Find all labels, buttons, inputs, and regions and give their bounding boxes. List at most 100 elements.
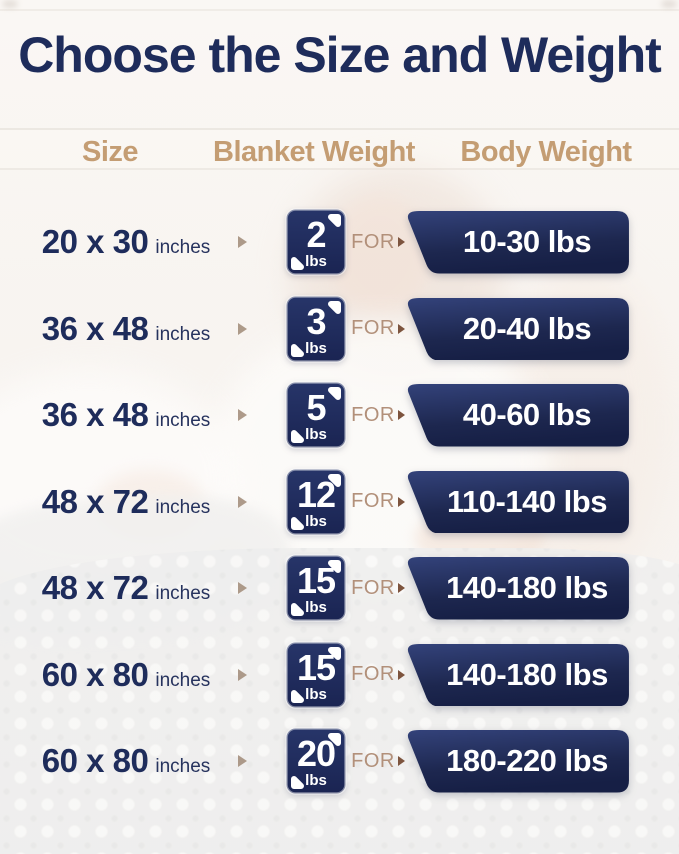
- row-arrow-icon: [237, 582, 247, 595]
- banner-shape: [407, 643, 629, 707]
- corner-fold-bottom-left-icon: [291, 430, 304, 444]
- body-weight-value: 140-180 lbs: [446, 570, 608, 606]
- size-value: 36 x 48: [41, 396, 149, 434]
- size-label: 36 x 48 inches: [40, 310, 212, 348]
- size-unit: inches: [155, 496, 211, 518]
- corner-fold-bottom-left-icon: [291, 776, 304, 790]
- for-label: FOR: [351, 663, 405, 686]
- for-arrow-icon: [397, 669, 405, 680]
- size-row: 48 x 72 inches 15 lbs FOR: [0, 545, 679, 632]
- corner-fold-bottom-left-icon: [291, 343, 304, 357]
- size-label: 48 x 72 inches: [40, 569, 212, 607]
- blanket-weight-badge: 15 lbs: [285, 641, 347, 709]
- row-arrow-icon: [237, 322, 247, 335]
- corner-fold-bottom-left-icon: [291, 516, 304, 530]
- for-label: FOR: [351, 750, 405, 773]
- badge-shape: [285, 381, 347, 449]
- for-label: FOR: [351, 404, 405, 427]
- column-header-body-weight: Body Weight: [460, 136, 632, 168]
- corner-fold-top-right-icon: [328, 387, 341, 401]
- banner-shape: [407, 384, 629, 447]
- blanket-weight-value: 20: [296, 733, 336, 775]
- size-row: 36 x 48 inches 5 lbs FOR: [0, 372, 679, 459]
- body-weight-value: 180-220 lbs: [446, 743, 608, 779]
- for-label: FOR: [351, 231, 405, 254]
- blanket-weight-unit: lbs: [305, 426, 327, 444]
- size-label: 48 x 72 inches: [40, 483, 212, 521]
- corner-fold-top-right-icon: [328, 214, 341, 228]
- for-arrow-icon: [397, 496, 405, 507]
- blanket-weight-unit: lbs: [305, 772, 327, 790]
- corner-fold-top-right-icon: [328, 646, 341, 660]
- body-weight-banner: 140-180 lbs: [405, 557, 629, 620]
- blanket-weight-badge: 20 lbs: [285, 727, 347, 795]
- body-weight-banner: 110-140 lbs: [405, 470, 629, 534]
- blanket-weight-value: 3: [306, 300, 326, 342]
- banner-shape: [407, 730, 629, 793]
- badge-shape: [285, 641, 347, 709]
- body-weight-value: 20-40 lbs: [462, 310, 592, 346]
- body-weight-banner: 10-30 lbs: [405, 211, 629, 274]
- blanket-weight-unit: lbs: [305, 685, 327, 703]
- for-arrow-icon: [397, 410, 405, 421]
- column-header-size: Size: [81, 136, 139, 168]
- blanket-weight-value: 12: [296, 473, 336, 515]
- size-unit: inches: [155, 410, 211, 432]
- for-label: FOR: [351, 490, 405, 513]
- size-row: 36 x 48 inches 3 lbs FOR: [0, 286, 679, 373]
- size-unit: inches: [155, 583, 211, 605]
- body-weight-banner: 20-40 lbs: [405, 297, 629, 361]
- blanket-weight-unit: lbs: [305, 253, 327, 271]
- badge-shape: [285, 208, 347, 276]
- for-label: FOR: [351, 577, 405, 600]
- for-arrow-icon: [397, 237, 405, 248]
- badge-shape: [285, 727, 347, 795]
- row-arrow-icon: [237, 755, 247, 768]
- size-chart-rows: 20 x 30 inches 2 lbs FOR: [0, 199, 679, 805]
- body-weight-banner: 180-220 lbs: [405, 730, 629, 793]
- body-weight-banner: 40-60 lbs: [405, 384, 629, 447]
- banner-shape: [407, 211, 629, 274]
- size-unit: inches: [155, 669, 211, 691]
- body-weight-banner: 140-180 lbs: [405, 643, 629, 707]
- blanket-weight-value: 15: [296, 560, 336, 602]
- banner-shape: [407, 297, 629, 361]
- size-value: 48 x 72: [41, 482, 149, 520]
- size-label: 60 x 80 inches: [40, 742, 212, 780]
- row-arrow-icon: [237, 495, 247, 508]
- blanket-weight-badge: 2 lbs: [285, 208, 347, 276]
- page-title: Choose the Size and Weight: [18, 27, 662, 83]
- banner-shape: [407, 557, 629, 620]
- corner-fold-top-right-icon: [328, 733, 341, 747]
- badge-shape: [285, 468, 347, 536]
- blanket-weight-badge: 15 lbs: [285, 554, 347, 622]
- size-unit: inches: [155, 237, 211, 259]
- for-arrow-icon: [397, 756, 405, 767]
- row-arrow-icon: [237, 409, 247, 422]
- column-headers: Size Blanket Weight Body Weight: [0, 136, 679, 169]
- corner-fold-top-right-icon: [328, 473, 341, 487]
- blanket-weight-badge: 3 lbs: [285, 295, 347, 363]
- body-weight-value: 110-140 lbs: [447, 483, 607, 519]
- blanket-weight-unit: lbs: [305, 599, 327, 617]
- column-header-blanket-weight: Blanket Weight: [213, 136, 415, 168]
- for-arrow-icon: [397, 583, 405, 594]
- size-row: 60 x 80 inches 20 lbs FOR: [0, 718, 679, 805]
- corner-fold-bottom-left-icon: [291, 257, 304, 271]
- size-row: 20 x 30 inches 2 lbs FOR: [0, 199, 679, 286]
- size-unit: inches: [155, 323, 211, 345]
- body-weight-value: 40-60 lbs: [462, 397, 592, 433]
- badge-shape: [285, 554, 347, 622]
- row-arrow-icon: [237, 236, 247, 249]
- size-label: 20 x 30 inches: [40, 223, 212, 261]
- size-value: 60 x 80: [41, 742, 149, 780]
- for-arrow-icon: [397, 323, 405, 334]
- blanket-weight-badge: 12 lbs: [285, 468, 347, 536]
- badge-shape: [285, 295, 347, 363]
- for-label: FOR: [351, 317, 405, 340]
- blanket-weight-value: 5: [306, 387, 326, 429]
- size-label: 60 x 80 inches: [40, 656, 212, 694]
- size-value: 20 x 30: [41, 223, 149, 261]
- size-row: 48 x 72 inches 12 lbs FOR: [0, 459, 679, 546]
- blanket-weight-unit: lbs: [305, 512, 327, 530]
